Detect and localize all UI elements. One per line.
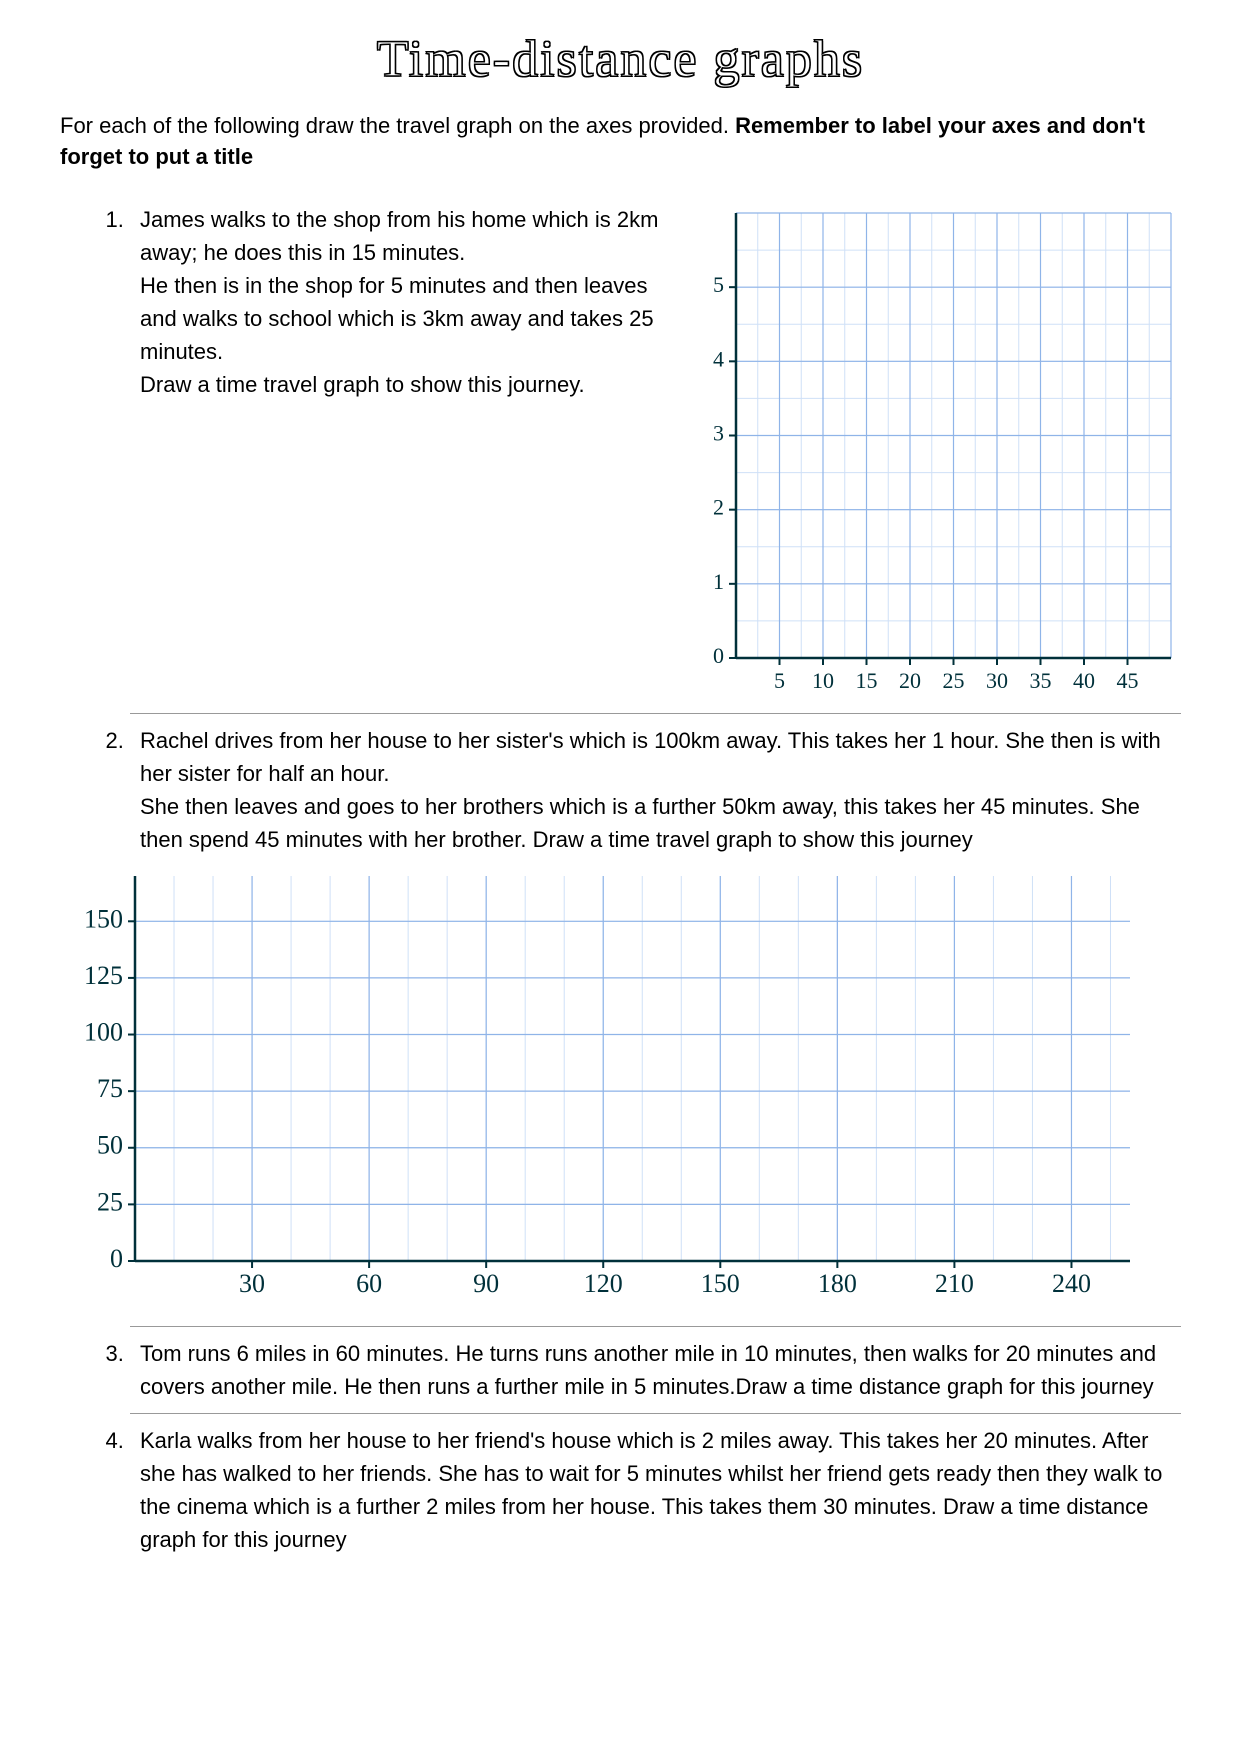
svg-text:180: 180 <box>818 1269 857 1298</box>
question-1-text: James walks to the shop from his home wh… <box>140 203 661 401</box>
question-2: Rachel drives from her house to her sist… <box>130 724 1181 1327</box>
question-3-text: Tom runs 6 miles in 60 minutes. He turns… <box>140 1337 1181 1403</box>
svg-text:60: 60 <box>356 1269 382 1298</box>
svg-text:5: 5 <box>713 272 724 297</box>
svg-text:120: 120 <box>584 1269 623 1298</box>
svg-text:125: 125 <box>84 960 123 989</box>
svg-text:0: 0 <box>713 643 724 668</box>
intro-plain: For each of the following draw the trave… <box>60 113 735 138</box>
svg-text:150: 150 <box>84 904 123 933</box>
svg-text:25: 25 <box>97 1187 123 1216</box>
page-title: Time-distance graphs <box>60 30 1181 89</box>
svg-text:50: 50 <box>97 1130 123 1159</box>
svg-text:40: 40 <box>1073 668 1095 693</box>
question-1: James walks to the shop from his home wh… <box>130 203 1181 714</box>
svg-text:5: 5 <box>774 668 785 693</box>
svg-text:3: 3 <box>713 420 724 445</box>
question-4-text: Karla walks from her house to her friend… <box>140 1424 1181 1556</box>
chart-1: 51015202530354045012345 <box>681 203 1181 703</box>
question-2-text: Rachel drives from her house to her sist… <box>140 724 1181 856</box>
svg-text:10: 10 <box>812 668 834 693</box>
svg-text:100: 100 <box>84 1017 123 1046</box>
svg-text:4: 4 <box>713 346 724 371</box>
question-4: Karla walks from her house to her friend… <box>130 1424 1181 1566</box>
svg-text:30: 30 <box>986 668 1008 693</box>
svg-text:15: 15 <box>856 668 878 693</box>
svg-text:45: 45 <box>1117 668 1139 693</box>
svg-text:20: 20 <box>899 668 921 693</box>
svg-text:150: 150 <box>701 1269 740 1298</box>
svg-text:1: 1 <box>713 568 724 593</box>
svg-text:25: 25 <box>943 668 965 693</box>
svg-text:75: 75 <box>97 1074 123 1103</box>
question-3: Tom runs 6 miles in 60 minutes. He turns… <box>130 1337 1181 1414</box>
svg-text:30: 30 <box>239 1269 265 1298</box>
svg-text:0: 0 <box>110 1244 123 1273</box>
svg-text:2: 2 <box>713 494 724 519</box>
svg-text:90: 90 <box>473 1269 499 1298</box>
svg-text:210: 210 <box>935 1269 974 1298</box>
chart-2: 30 60 90 120 150 180 210 240 0 25 50 75 100 125 150 <box>80 866 1181 1306</box>
svg-text:35: 35 <box>1030 668 1052 693</box>
intro-text: For each of the following draw the trave… <box>60 111 1181 173</box>
svg-text:240: 240 <box>1052 1269 1091 1298</box>
